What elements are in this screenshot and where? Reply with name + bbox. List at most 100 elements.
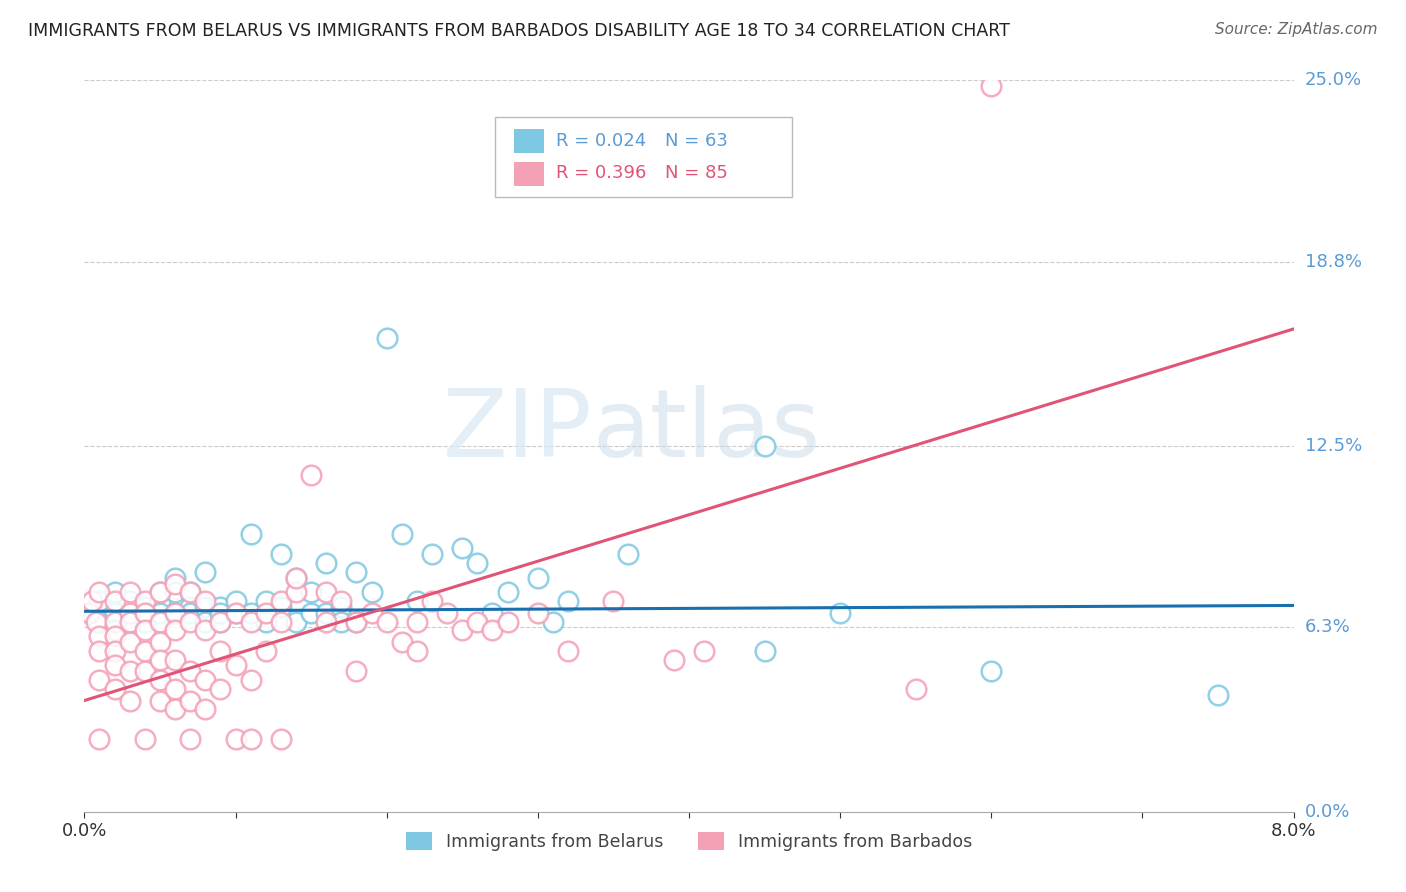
Point <box>225 606 247 620</box>
Point <box>89 594 111 608</box>
Text: atlas: atlas <box>592 385 821 477</box>
Point <box>239 526 262 541</box>
Point <box>134 615 156 629</box>
Point <box>254 644 277 658</box>
Point <box>360 585 382 599</box>
Point <box>209 599 232 614</box>
Point <box>270 594 292 608</box>
Point <box>165 652 187 666</box>
Point <box>149 585 172 599</box>
Point <box>149 606 172 620</box>
Point <box>104 629 127 643</box>
Point <box>225 606 247 620</box>
Text: 12.5%: 12.5% <box>1305 437 1362 455</box>
Point <box>104 624 127 638</box>
Text: N = 85: N = 85 <box>665 164 728 182</box>
Point <box>406 644 429 658</box>
Point <box>179 615 201 629</box>
Point <box>270 615 292 629</box>
Point <box>179 665 201 679</box>
Point <box>285 571 308 585</box>
Point <box>134 624 156 638</box>
Point <box>194 594 217 608</box>
Point <box>420 594 443 608</box>
Point <box>330 594 353 608</box>
Point <box>346 565 368 579</box>
Point <box>194 565 217 579</box>
Point <box>104 585 127 599</box>
Point <box>406 615 429 629</box>
Point <box>541 615 564 629</box>
Point <box>315 606 337 620</box>
Point <box>89 585 111 599</box>
Point <box>209 681 232 696</box>
Text: Source: ZipAtlas.com: Source: ZipAtlas.com <box>1215 22 1378 37</box>
Point <box>285 571 308 585</box>
Point <box>179 731 201 746</box>
Point <box>285 615 308 629</box>
Point <box>134 606 156 620</box>
Point <box>467 615 489 629</box>
Point <box>496 615 519 629</box>
Point <box>165 624 187 638</box>
Point <box>165 585 187 599</box>
Point <box>134 599 156 614</box>
Point <box>299 585 322 599</box>
Point <box>149 652 172 666</box>
Point <box>527 571 550 585</box>
Point <box>225 658 247 673</box>
Point <box>693 644 716 658</box>
Legend: Immigrants from Belarus, Immigrants from Barbados: Immigrants from Belarus, Immigrants from… <box>399 825 979 858</box>
Point <box>980 79 1002 94</box>
Point <box>118 599 141 614</box>
Point <box>436 606 458 620</box>
Point <box>89 629 111 643</box>
Point <box>104 594 127 608</box>
Point <box>104 681 127 696</box>
Point <box>89 731 111 746</box>
Point <box>557 594 579 608</box>
Point <box>557 644 579 658</box>
Point <box>391 635 413 649</box>
Point <box>165 606 187 620</box>
Text: 6.3%: 6.3% <box>1305 618 1350 636</box>
Point <box>285 585 308 599</box>
Point <box>165 571 187 585</box>
Point <box>149 635 172 649</box>
Point <box>194 615 217 629</box>
Point <box>239 673 262 687</box>
Point <box>118 635 141 649</box>
Point <box>104 606 127 620</box>
Point <box>149 673 172 687</box>
Point <box>194 702 217 716</box>
Point <box>451 624 474 638</box>
Point <box>118 594 141 608</box>
Point <box>754 644 776 658</box>
Point <box>89 615 111 629</box>
Point <box>118 693 141 707</box>
Point <box>239 731 262 746</box>
Point <box>239 606 262 620</box>
Point <box>149 585 172 599</box>
Point <box>194 599 217 614</box>
Point <box>375 331 398 345</box>
Point <box>617 547 640 561</box>
Point <box>527 606 550 620</box>
Point <box>134 594 156 608</box>
Point <box>118 585 141 599</box>
Point <box>375 615 398 629</box>
Point <box>118 665 141 679</box>
Point <box>165 576 187 591</box>
Point <box>194 624 217 638</box>
Point <box>86 615 108 629</box>
Point <box>104 644 127 658</box>
Text: R = 0.396: R = 0.396 <box>555 164 647 182</box>
Point <box>602 594 624 608</box>
Point <box>254 615 277 629</box>
Point <box>134 644 156 658</box>
Point <box>165 681 187 696</box>
Point <box>315 615 337 629</box>
Point <box>134 731 156 746</box>
Point <box>77 606 100 620</box>
Point <box>179 606 201 620</box>
